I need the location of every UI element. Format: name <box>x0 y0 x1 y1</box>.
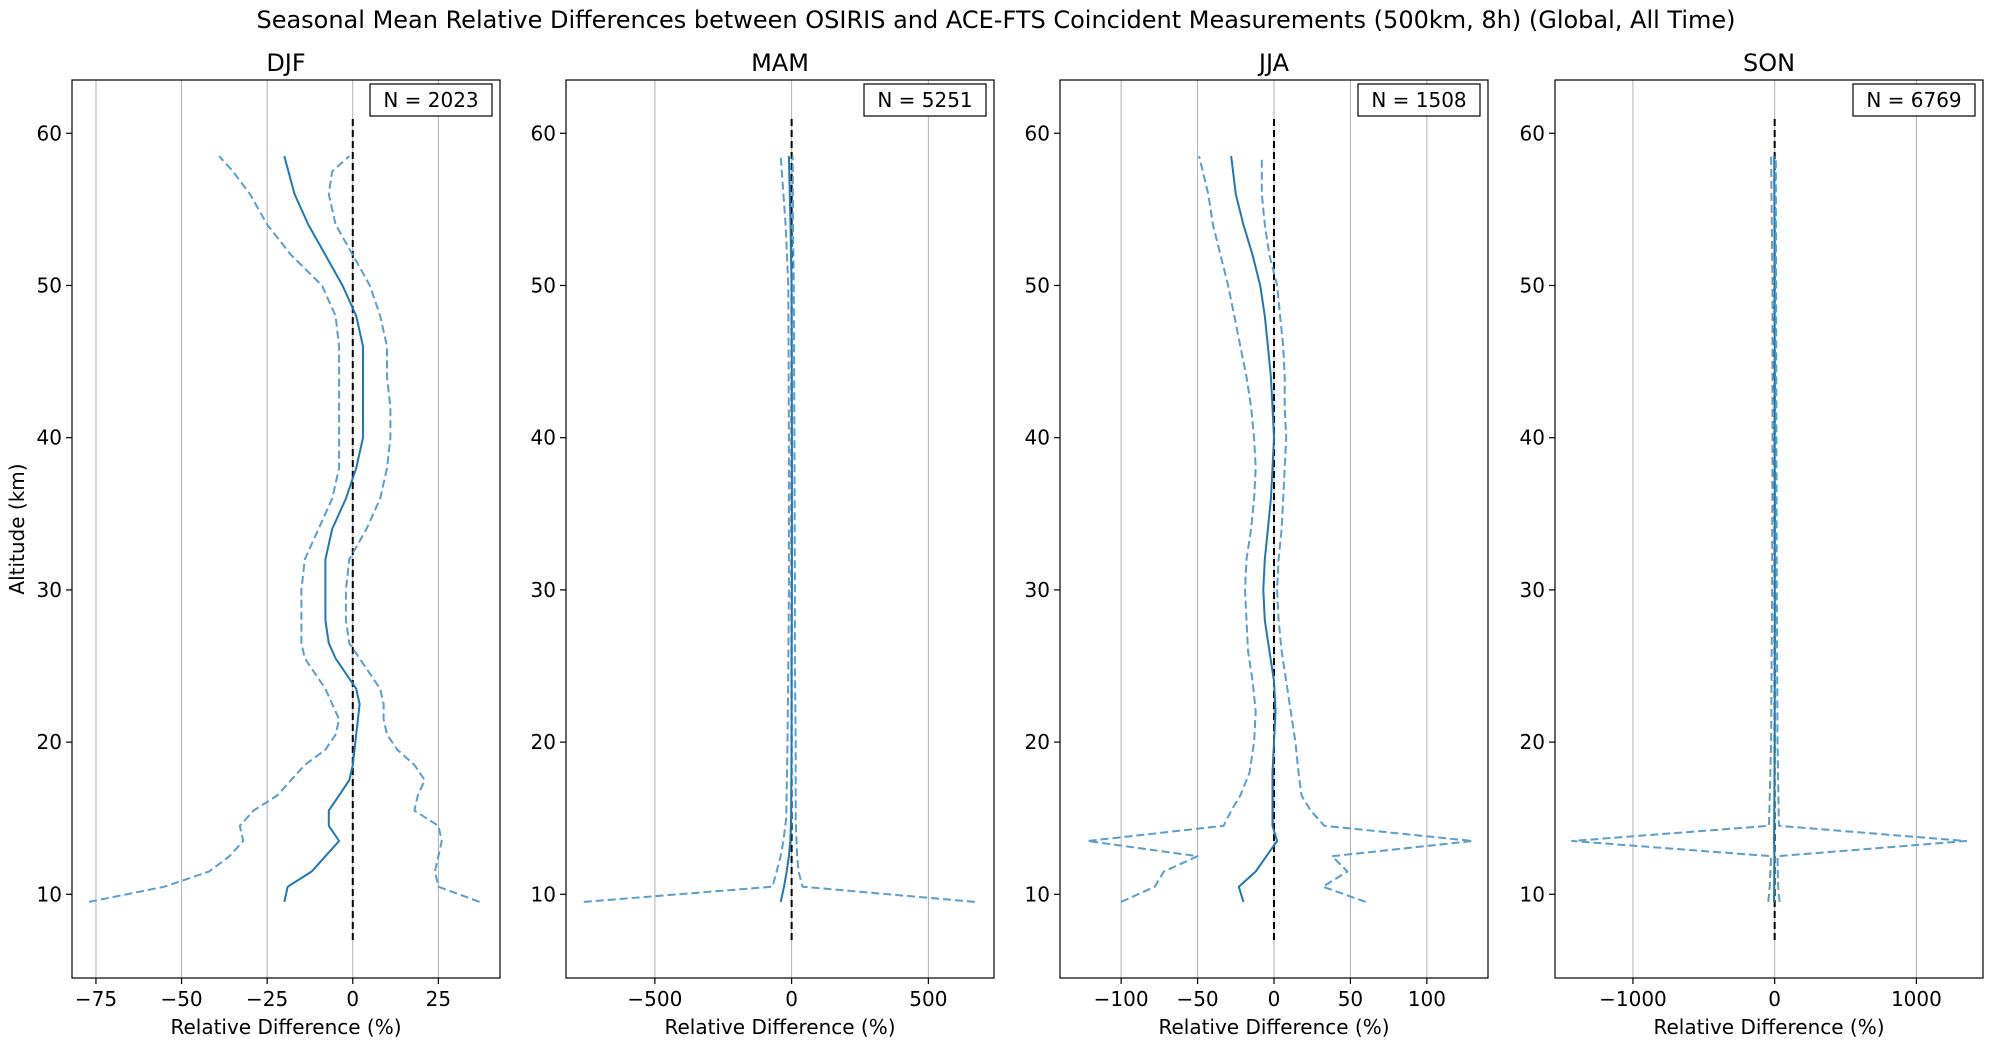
panel-title: MAM <box>751 49 809 77</box>
y-tick-label: 20 <box>1025 730 1050 754</box>
series-lower-line <box>1571 156 1774 902</box>
y-tick-label: 30 <box>531 578 556 602</box>
y-tick-label: 20 <box>531 730 556 754</box>
axes-frame <box>565 79 995 979</box>
series-upper-line <box>791 156 975 903</box>
x-tick-label: −50 <box>1176 987 1218 1011</box>
x-tick-label: 25 <box>426 987 451 1011</box>
figure-suptitle: Seasonal Mean Relative Differences betwe… <box>256 6 1736 34</box>
series-upper-line <box>327 155 480 903</box>
sample-count-label: N = 6769 <box>1866 88 1961 112</box>
panel-title: SON <box>1743 49 1795 77</box>
y-tick-label: 40 <box>37 426 62 450</box>
y-tick-label: 50 <box>531 273 556 297</box>
series-mean-line <box>779 156 793 903</box>
series-lower-line <box>88 155 341 903</box>
axes-frame <box>71 79 501 979</box>
panel-son: −1000 0 1000 10 20 30 40 50 60 SON N = 6769 Relativ… <box>1520 49 1984 1039</box>
series-mean-line <box>1230 155 1279 903</box>
y-tick-label: 10 <box>1520 882 1545 906</box>
panel-title: DJF <box>266 49 305 77</box>
x-axis-label: Relative Difference (%) <box>1158 1015 1389 1039</box>
sample-count-box <box>369 83 493 117</box>
series-mean-line <box>283 155 364 903</box>
series-upper-line <box>1774 156 1967 902</box>
x-axis-label: Relative Difference (%) <box>170 1015 401 1039</box>
panel-title: JJA <box>1257 49 1290 77</box>
x-tick-label: −1000 <box>1599 987 1667 1011</box>
series-lower-line <box>1086 155 1257 903</box>
y-tick-label: 40 <box>1025 426 1050 450</box>
x-tick-label: −25 <box>246 987 288 1011</box>
y-tick-label: 60 <box>1025 121 1050 145</box>
panel-jja: −100 −50 0 50 100 10 20 30 40 50 60 JJA N = 1508 Rela… <box>1025 49 1489 1039</box>
series-mean-line <box>1773 156 1776 902</box>
y-tick-label: 10 <box>531 882 556 906</box>
x-tick-label: −500 <box>627 987 682 1011</box>
y-tick-label: 10 <box>37 882 62 906</box>
sample-count-box <box>1852 83 1976 117</box>
x-axis-label: Relative Difference (%) <box>1653 1015 1884 1039</box>
y-tick-label: 60 <box>1520 121 1545 145</box>
x-tick-label: −100 <box>1094 987 1149 1011</box>
x-tick-label: −50 <box>160 987 202 1011</box>
y-tick-label: 30 <box>37 578 62 602</box>
x-tick-label: 0 <box>785 987 798 1011</box>
y-tick-label: 30 <box>1025 578 1050 602</box>
y-tick-label: 50 <box>1520 273 1545 297</box>
x-axis-label: Relative Difference (%) <box>664 1015 895 1039</box>
x-tick-label: 500 <box>909 987 947 1011</box>
series-lower-line <box>583 156 790 903</box>
y-tick-label: 30 <box>1520 578 1545 602</box>
sample-count-box <box>1357 83 1481 117</box>
y-tick-label: 10 <box>1025 882 1050 906</box>
x-tick-label: 0 <box>1268 987 1281 1011</box>
y-tick-label: 40 <box>531 426 556 450</box>
x-tick-label: 1000 <box>1891 987 1942 1011</box>
y-axis-label: Altitude (km) <box>5 463 29 594</box>
sample-count-label: N = 5251 <box>877 88 972 112</box>
sample-count-label: N = 1508 <box>1371 88 1466 112</box>
y-tick-label: 20 <box>1520 730 1545 754</box>
series-upper-line <box>1260 156 1474 903</box>
axes-frame <box>1554 79 1984 979</box>
x-tick-label: 0 <box>346 987 359 1011</box>
y-tick-label: 20 <box>37 730 62 754</box>
panel-mam: −500 0 500 10 20 30 40 50 60 MAM N = 5251 Relative … <box>531 49 995 1039</box>
y-tick-label: 60 <box>531 121 556 145</box>
panel-djf: −75 −50 −25 0 25 10 20 30 40 50 60 DJF N = 2023 Relat… <box>5 49 501 1039</box>
x-tick-label: −75 <box>75 987 117 1011</box>
y-tick-label: 50 <box>37 273 62 297</box>
y-tick-label: 40 <box>1520 426 1545 450</box>
x-tick-label: 0 <box>1768 987 1781 1011</box>
y-tick-label: 60 <box>37 121 62 145</box>
x-tick-label: 100 <box>1408 987 1446 1011</box>
y-tick-label: 50 <box>1025 273 1050 297</box>
sample-count-label: N = 2023 <box>383 88 478 112</box>
sample-count-box <box>863 83 987 117</box>
x-tick-label: 50 <box>1338 987 1363 1011</box>
